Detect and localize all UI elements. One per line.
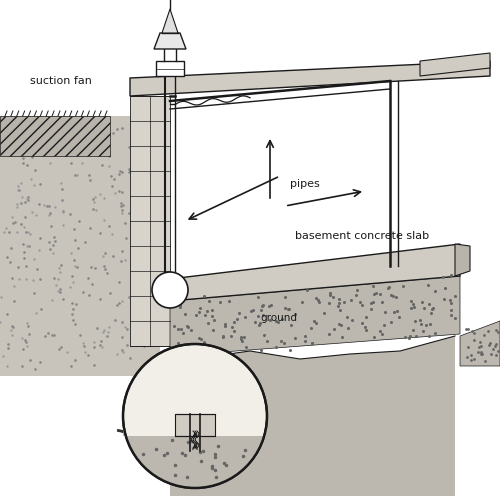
Polygon shape <box>170 336 455 496</box>
Polygon shape <box>460 321 500 366</box>
Text: suction fan: suction fan <box>30 76 92 86</box>
Polygon shape <box>130 96 170 346</box>
Text: pipes: pipes <box>290 179 320 189</box>
Circle shape <box>152 272 188 308</box>
Polygon shape <box>123 416 267 488</box>
Polygon shape <box>154 33 186 49</box>
Polygon shape <box>420 53 490 76</box>
Polygon shape <box>156 61 184 76</box>
Polygon shape <box>0 116 110 156</box>
Polygon shape <box>170 244 460 301</box>
Polygon shape <box>0 116 160 376</box>
Polygon shape <box>130 61 490 96</box>
Text: ground: ground <box>260 313 297 323</box>
Text: basement concrete slab: basement concrete slab <box>295 231 429 241</box>
Polygon shape <box>162 9 178 33</box>
Polygon shape <box>455 244 470 276</box>
Polygon shape <box>170 276 460 356</box>
Circle shape <box>123 344 267 488</box>
